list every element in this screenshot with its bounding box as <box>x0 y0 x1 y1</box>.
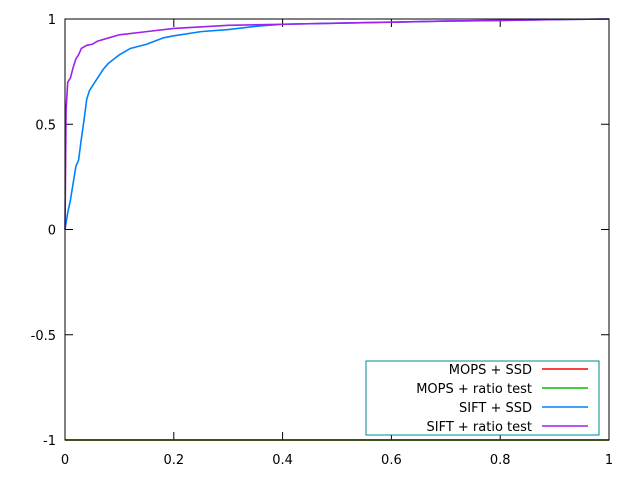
series-line-sift-ssd <box>64 18 610 230</box>
x-tick-labels: 0 0.2 0.4 0.6 0.8 1 <box>61 453 613 468</box>
x-tick-label: 1 <box>605 453 613 468</box>
legend: MOPS + SSD MOPS + ratio test SIFT + SSD … <box>365 360 600 436</box>
y-tick-label: -1 <box>43 434 56 449</box>
x-tick-label: 0.4 <box>272 453 293 468</box>
x-tick-label: 0.2 <box>163 453 184 468</box>
x-tick-label: 0.8 <box>490 453 511 468</box>
y-tick-label: 0 <box>48 224 56 239</box>
legend-label: SIFT + SSD <box>459 401 532 416</box>
legend-box <box>365 360 600 436</box>
x-tick-label: 0.6 <box>381 453 402 468</box>
legend-label: MOPS + SSD <box>449 363 532 378</box>
legend-label: MOPS + ratio test <box>416 382 532 397</box>
y-tick-label: -0.5 <box>31 329 56 344</box>
y-tick-labels: 1 0.5 0 -0.5 -1 <box>31 13 56 449</box>
x-tick-label: 0 <box>61 453 69 468</box>
y-tick-label: 0.5 <box>35 118 56 133</box>
legend-label: SIFT + ratio test <box>426 420 532 435</box>
y-tick-label: 1 <box>48 13 56 28</box>
series-line-sift-ratio-test <box>64 18 610 230</box>
plot-frame <box>64 18 610 441</box>
